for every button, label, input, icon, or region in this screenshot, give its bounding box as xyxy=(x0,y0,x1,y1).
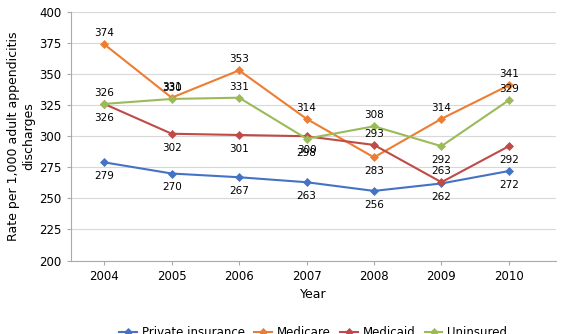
Medicaid xyxy=(168,132,175,136)
Text: 292: 292 xyxy=(499,155,519,165)
Medicare xyxy=(303,117,310,121)
Text: 353: 353 xyxy=(229,54,249,64)
Text: 326: 326 xyxy=(94,88,114,98)
Medicare xyxy=(101,42,108,46)
Legend: Private insurance, Medicare, Medicaid, Uninsured: Private insurance, Medicare, Medicaid, U… xyxy=(115,321,512,334)
Text: 292: 292 xyxy=(431,155,452,165)
Uninsured xyxy=(236,96,243,100)
Medicare xyxy=(506,83,512,87)
Text: 331: 331 xyxy=(229,81,249,92)
Line: Medicaid: Medicaid xyxy=(101,101,512,185)
Text: 298: 298 xyxy=(297,148,316,158)
Text: 279: 279 xyxy=(94,171,114,181)
Text: 326: 326 xyxy=(94,113,114,123)
Medicare xyxy=(370,155,377,159)
Private insurance xyxy=(168,172,175,176)
Uninsured xyxy=(438,144,445,148)
Text: 270: 270 xyxy=(162,182,181,192)
Uninsured xyxy=(370,124,377,128)
Medicaid xyxy=(438,180,445,184)
Private insurance xyxy=(101,160,108,164)
Text: 301: 301 xyxy=(229,144,249,154)
Text: 308: 308 xyxy=(364,110,384,120)
Medicaid xyxy=(236,133,243,137)
Text: 263: 263 xyxy=(297,191,316,201)
Uninsured xyxy=(506,98,512,102)
Medicare xyxy=(168,96,175,100)
Text: 293: 293 xyxy=(364,129,384,139)
Private insurance xyxy=(303,180,310,184)
Text: 314: 314 xyxy=(431,103,452,113)
Line: Medicare: Medicare xyxy=(101,41,512,160)
Text: 302: 302 xyxy=(162,143,181,153)
Private insurance xyxy=(370,189,377,193)
Uninsured xyxy=(168,97,175,101)
Private insurance xyxy=(438,181,445,185)
Medicare xyxy=(236,68,243,72)
Y-axis label: Rate per 1,000 adult appendicitis
discharges: Rate per 1,000 adult appendicitis discha… xyxy=(7,31,35,241)
Private insurance xyxy=(506,169,512,173)
Text: 374: 374 xyxy=(94,28,114,38)
Text: 330: 330 xyxy=(162,83,181,93)
Text: 331: 331 xyxy=(162,81,182,92)
Text: 267: 267 xyxy=(229,186,249,196)
Text: 341: 341 xyxy=(499,69,519,79)
Text: 314: 314 xyxy=(297,103,316,113)
Uninsured xyxy=(303,137,310,141)
Private insurance xyxy=(236,175,243,179)
Text: 283: 283 xyxy=(364,166,384,176)
Text: 272: 272 xyxy=(499,180,519,190)
Medicaid xyxy=(303,134,310,138)
Medicaid xyxy=(506,144,512,148)
Text: 256: 256 xyxy=(364,200,384,210)
Medicaid xyxy=(101,102,108,106)
Text: 263: 263 xyxy=(431,166,452,176)
Text: 262: 262 xyxy=(431,192,452,202)
X-axis label: Year: Year xyxy=(300,288,327,301)
Text: 300: 300 xyxy=(297,145,316,155)
Medicaid xyxy=(370,143,377,147)
Uninsured xyxy=(101,102,108,106)
Line: Uninsured: Uninsured xyxy=(101,95,512,149)
Text: 329: 329 xyxy=(499,84,519,94)
Medicare xyxy=(438,117,445,121)
Line: Private insurance: Private insurance xyxy=(101,159,512,194)
